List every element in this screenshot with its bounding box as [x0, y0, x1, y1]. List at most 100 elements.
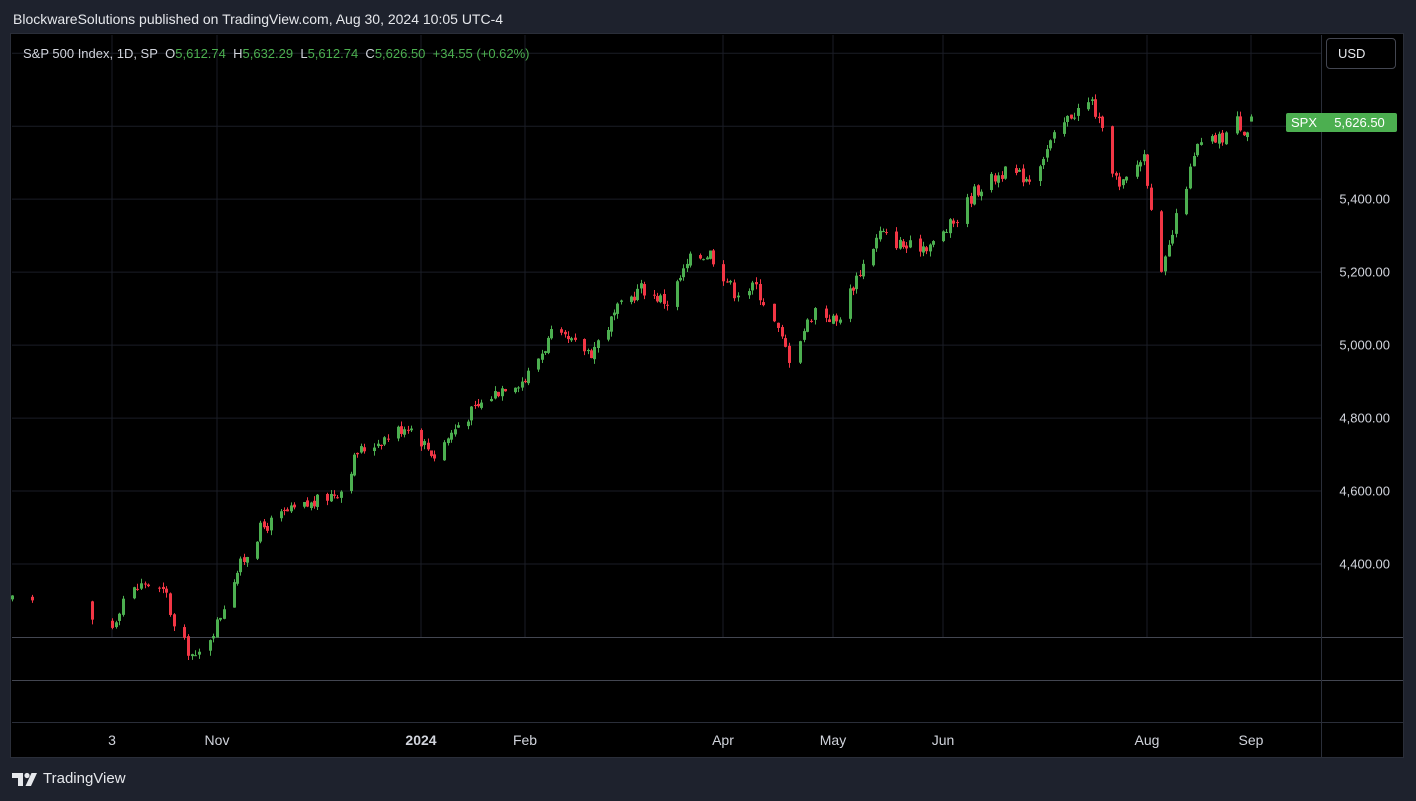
- candle-body: [544, 351, 547, 353]
- candle-body: [997, 175, 1000, 183]
- candle-body: [407, 429, 410, 431]
- candle-body: [433, 454, 436, 459]
- candle-body: [1185, 188, 1188, 215]
- candle-body: [263, 521, 266, 528]
- candle-body: [1022, 168, 1025, 183]
- legend-low-label: L: [300, 46, 308, 61]
- candle-body: [656, 296, 659, 302]
- candle-body: [270, 517, 273, 531]
- candles: [11, 94, 1253, 660]
- candle-body: [115, 622, 118, 628]
- candle-body: [990, 173, 993, 191]
- tradingview-logo-text: TradingView: [43, 770, 126, 787]
- candle-body: [547, 337, 550, 353]
- currency-button[interactable]: USD: [1326, 38, 1396, 69]
- tradingview-logo[interactable]: TradingView: [12, 770, 126, 787]
- chart-frame: [10, 33, 1404, 758]
- candle-body: [133, 587, 136, 599]
- candle-body: [630, 296, 633, 303]
- x-tick-label: 2024: [405, 732, 436, 748]
- y-tick-label: 5,200.00: [1339, 265, 1390, 280]
- candle-body: [755, 282, 758, 285]
- candle-body: [1250, 116, 1253, 122]
- candle-body: [905, 245, 908, 249]
- legend-open: 5,612.74: [175, 46, 226, 61]
- candle-body: [383, 437, 386, 445]
- candle-body: [942, 231, 945, 242]
- ohlc-legend: S&P 500 Index, 1D, SP O5,612.74 H5,632.2…: [23, 46, 530, 61]
- candle-body: [360, 446, 363, 453]
- legend-close-label: C: [365, 46, 375, 61]
- candle-body: [340, 491, 343, 498]
- candle-body: [849, 288, 852, 319]
- candle-body: [1146, 154, 1149, 186]
- candle-body: [350, 473, 353, 491]
- candle-body: [784, 338, 787, 347]
- candle-body: [136, 588, 139, 590]
- candle-body: [1049, 140, 1052, 149]
- candle-body: [306, 500, 309, 507]
- x-tick-label: Feb: [513, 732, 537, 748]
- candle-body: [504, 389, 507, 392]
- tradingview-logo-icon: [12, 772, 37, 786]
- candle-body: [259, 522, 262, 542]
- y-tick-label: 4,400.00: [1339, 557, 1390, 572]
- candle-body: [524, 380, 527, 383]
- chart-grid: [12, 35, 1321, 637]
- candle-body: [925, 247, 928, 252]
- candle-body: [788, 345, 791, 363]
- candle-body: [236, 572, 239, 584]
- candle-body: [162, 586, 165, 590]
- candle-body: [1139, 162, 1142, 167]
- candle-body: [256, 541, 259, 559]
- candle-body: [666, 304, 669, 306]
- candle-body: [430, 450, 433, 456]
- candle-body: [909, 240, 912, 248]
- candle-body: [620, 300, 623, 302]
- x-axis: 3 Nov 2024 Feb Apr May Jun Aug Sep: [108, 732, 1264, 748]
- candle-body: [567, 335, 570, 340]
- candle-body: [1150, 187, 1153, 210]
- x-tick-label: Apr: [712, 732, 734, 748]
- candle-body: [1193, 156, 1196, 167]
- candle-body: [679, 277, 682, 281]
- candle-body: [560, 329, 563, 333]
- candle-body: [1243, 131, 1246, 136]
- legend-low: 5,612.74: [307, 46, 359, 61]
- candle-body: [875, 237, 878, 249]
- candle-body: [1225, 132, 1228, 145]
- candle-body: [363, 447, 366, 452]
- candle-body: [420, 430, 423, 447]
- y-axis: 4,400.00 4,600.00 4,800.00 5,000.00 5,200.00…: [1339, 192, 1390, 572]
- candle-body: [209, 640, 212, 651]
- candle-body: [1200, 142, 1203, 145]
- candle-body: [1218, 133, 1221, 144]
- candle-body: [91, 601, 94, 620]
- candle-body: [191, 654, 194, 657]
- candle-body: [835, 315, 838, 322]
- x-tick-label: Aug: [1135, 732, 1160, 748]
- y-tick-label: 5,400.00: [1339, 192, 1390, 207]
- candle-body: [183, 627, 186, 638]
- candle-body: [454, 429, 457, 435]
- candle-body: [353, 454, 356, 476]
- candle-body: [607, 329, 610, 340]
- candle-body: [781, 327, 784, 337]
- candle-body: [494, 391, 497, 399]
- candle-body: [1077, 108, 1080, 116]
- candle-body: [1164, 256, 1167, 272]
- candle-body: [597, 340, 600, 349]
- candle-body: [574, 337, 577, 340]
- candle-body: [902, 241, 905, 247]
- candle-body: [480, 402, 483, 408]
- candle-body: [290, 505, 293, 512]
- candle-body: [1070, 114, 1073, 119]
- legend-symbol: S&P 500 Index, 1D, SP: [23, 46, 158, 61]
- candle-body: [899, 239, 902, 249]
- candle-body: [1063, 122, 1066, 134]
- candle-body: [1211, 136, 1214, 142]
- candle-body: [1171, 234, 1174, 244]
- candle-body: [1039, 166, 1042, 182]
- candle-body: [932, 241, 935, 245]
